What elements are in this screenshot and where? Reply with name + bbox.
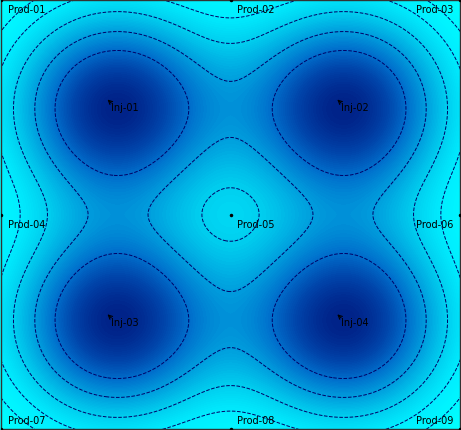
Text: Prod-06: Prod-06 xyxy=(416,219,454,229)
Text: Prod-08: Prod-08 xyxy=(237,415,275,425)
Text: Prod-05: Prod-05 xyxy=(237,219,275,229)
Text: Inj-03: Inj-03 xyxy=(111,317,139,327)
Text: Inj-01: Inj-01 xyxy=(111,103,139,113)
Text: Prod-09: Prod-09 xyxy=(416,415,454,425)
Text: Inj-04: Inj-04 xyxy=(341,317,368,327)
Text: Prod-03: Prod-03 xyxy=(416,5,454,15)
Text: Prod-01: Prod-01 xyxy=(7,5,45,15)
Text: Prod-07: Prod-07 xyxy=(7,415,45,425)
Text: Inj-02: Inj-02 xyxy=(341,103,368,113)
Text: Prod-04: Prod-04 xyxy=(7,219,45,229)
Text: Prod-02: Prod-02 xyxy=(237,5,275,15)
